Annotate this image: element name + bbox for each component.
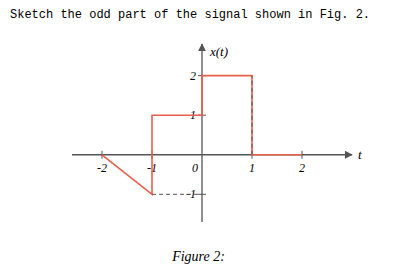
y-tick-label: 2 xyxy=(190,69,196,83)
x-tick-label: -2 xyxy=(97,161,107,175)
chart: Sketch the odd part of the signal shown … xyxy=(0,0,397,271)
x-axis-label: t xyxy=(358,147,362,162)
caption: Figure 2: xyxy=(171,249,225,264)
x-axis xyxy=(72,154,352,155)
x-tick-label: 2 xyxy=(299,161,305,175)
x-tick-label: 1 xyxy=(249,161,255,175)
signal-line xyxy=(102,76,302,195)
y-axis xyxy=(201,44,202,222)
title: Sketch the odd part of the signal shown … xyxy=(10,8,370,22)
x-tick-label: 0 xyxy=(192,161,198,175)
guide-line xyxy=(152,76,252,195)
y-axis-label: x(t) xyxy=(209,44,228,59)
plot-area xyxy=(102,76,302,195)
